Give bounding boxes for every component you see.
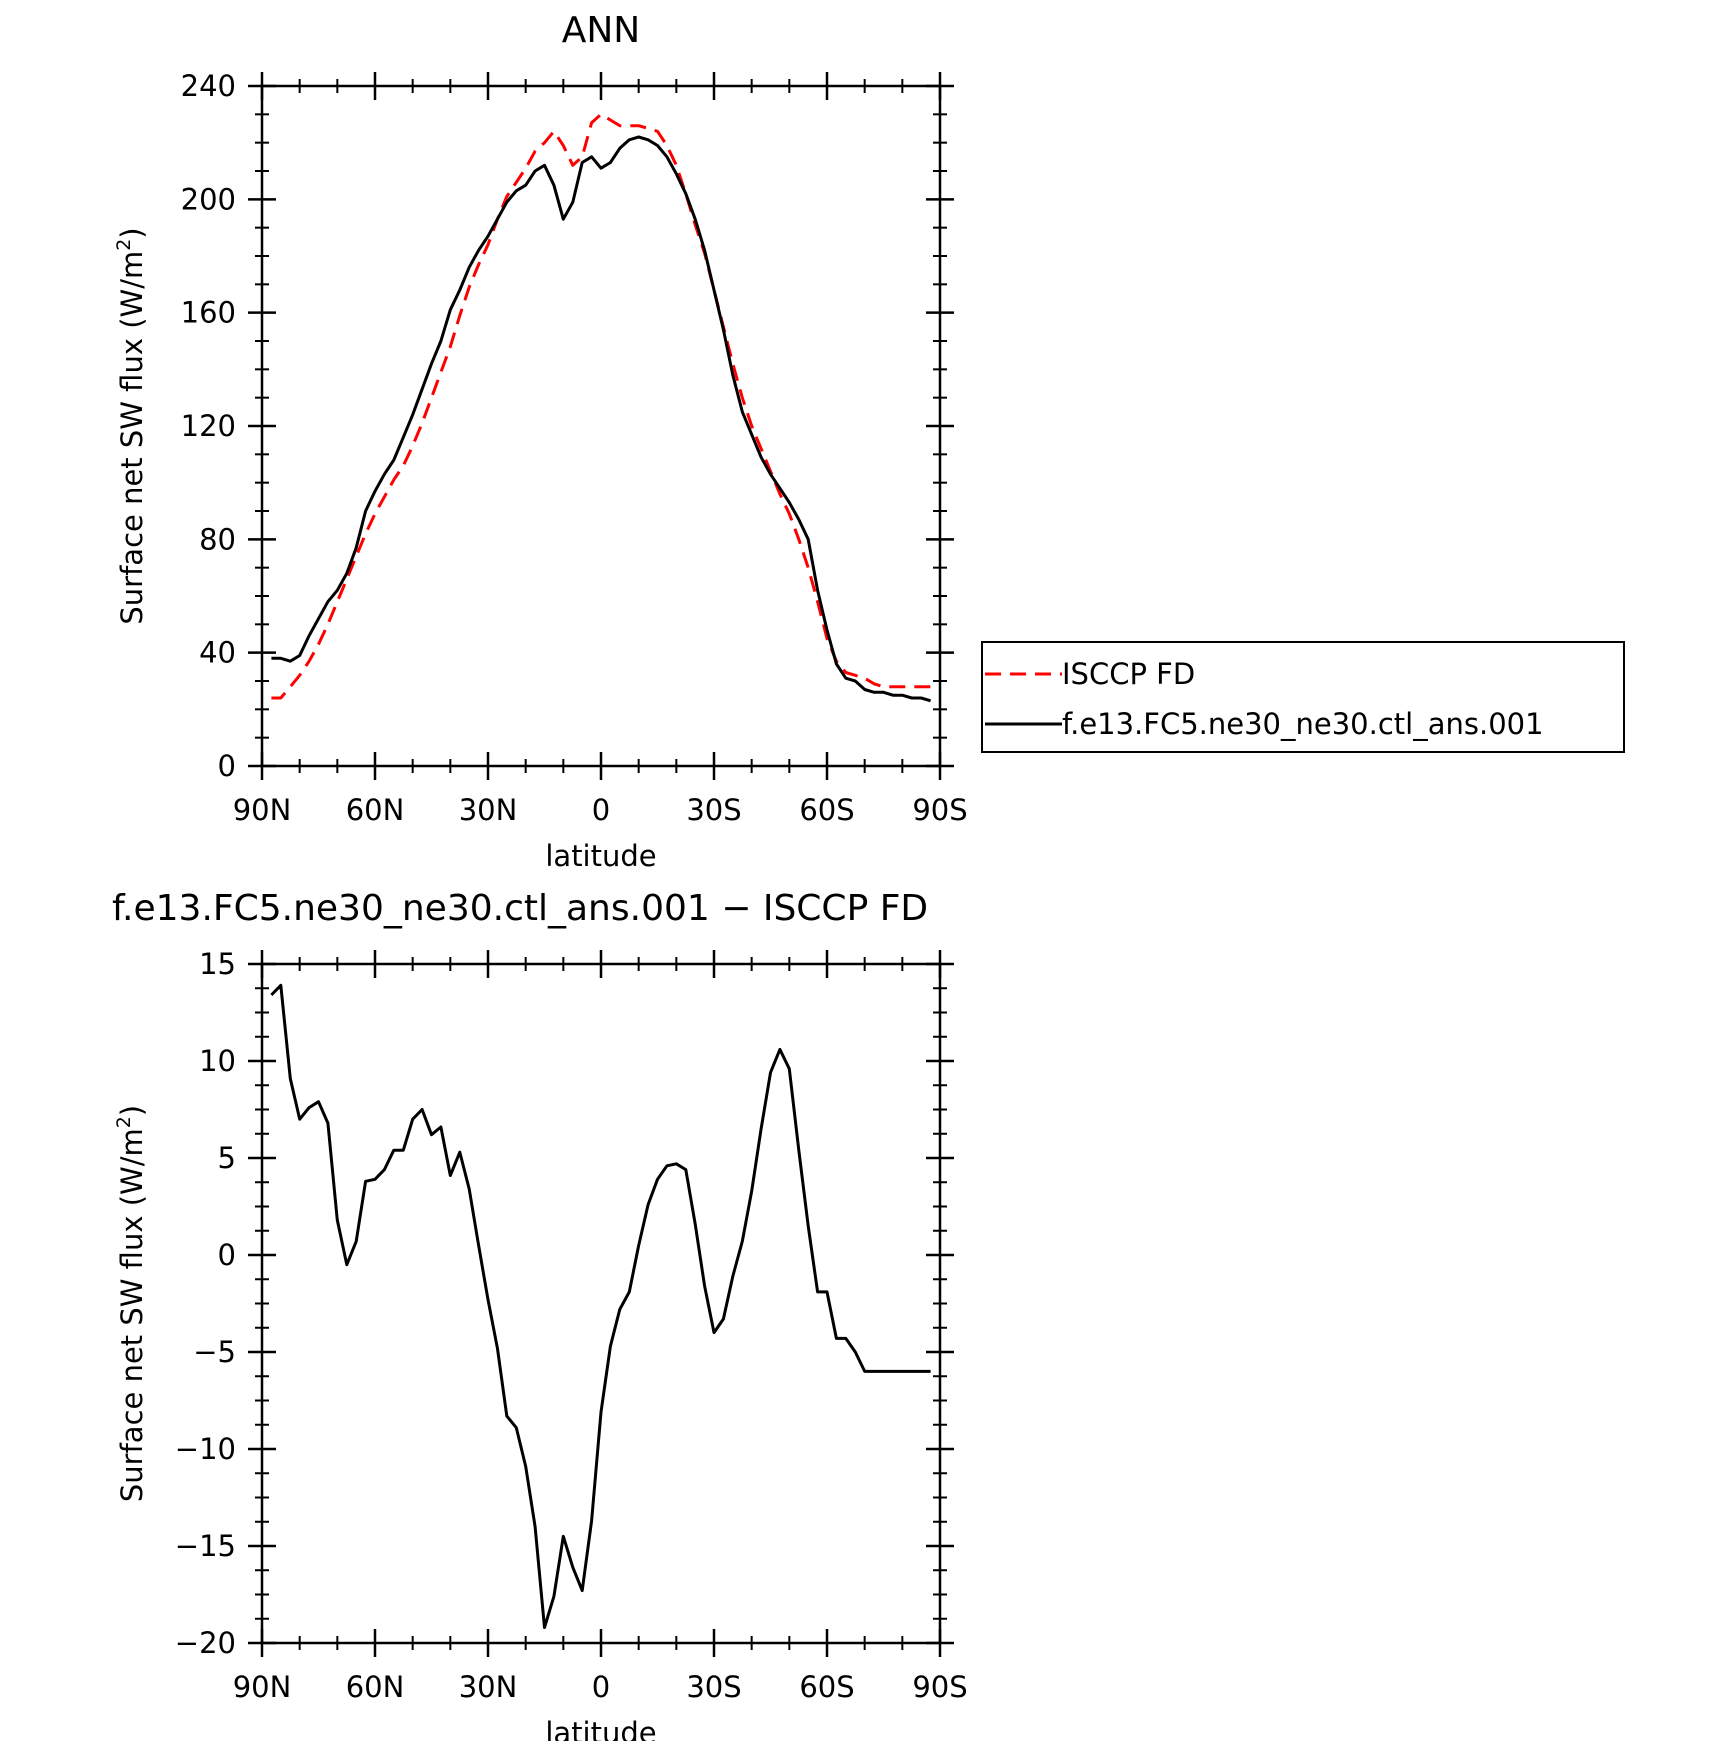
y-axis-label-superscript: 2 xyxy=(113,239,135,251)
series-line-1 xyxy=(271,135,932,703)
top-chart: 0 40 80 120 160 200 240 90N 60N 30N 0 30S 60S 90S ANN l… xyxy=(113,10,968,873)
x-tick-label: 90N xyxy=(233,1670,292,1704)
legend-label-1: f.e13.FC5.ne30_ne30.ctl_ans.001 xyxy=(1062,707,1544,741)
y-tick-label: −20 xyxy=(175,1626,236,1660)
x-tick-label: 60N xyxy=(346,793,405,827)
x-tick-label: 30N xyxy=(459,1670,518,1704)
y-axis-label: Surface net SW flux (W/m2) xyxy=(113,1105,149,1502)
y-tick-label: 0 xyxy=(218,749,236,783)
x-tick-label: 90S xyxy=(912,1670,967,1704)
y-tick-label: −15 xyxy=(175,1529,236,1563)
y-axis-label-main: Surface net SW flux (W/m xyxy=(115,251,149,625)
y-tick-label: 200 xyxy=(181,182,236,216)
chart-title: f.e13.FC5.ne30_ne30.ctl_ans.001 − ISCCP … xyxy=(112,888,928,929)
y-tick-label: 80 xyxy=(199,522,236,556)
y-tick-label: 160 xyxy=(181,296,236,330)
plot-frame xyxy=(260,962,942,1645)
series-line-0 xyxy=(271,112,931,700)
x-axis-label: latitude xyxy=(545,839,656,873)
x-tick-label: 0 xyxy=(592,793,610,827)
x-tick-label: 30N xyxy=(459,793,518,827)
x-tick-label: 60S xyxy=(799,793,854,827)
x-tick-label: 60N xyxy=(346,1670,405,1704)
y-tick-label: 120 xyxy=(181,409,236,443)
legend-label-0: ISCCP FD xyxy=(1062,657,1195,691)
y-tick-label: 40 xyxy=(199,636,236,670)
y-tick-label: 15 xyxy=(199,947,236,981)
y-axis-label-close: ) xyxy=(115,227,149,238)
y-tick-label: −5 xyxy=(193,1335,236,1369)
y-axis-label: Surface net SW flux (W/m2) xyxy=(113,227,149,624)
chart-title: ANN xyxy=(562,10,641,51)
y-tick-label: −10 xyxy=(175,1432,236,1466)
series-line-0 xyxy=(270,983,931,1629)
x-tick-label: 60S xyxy=(799,1670,854,1704)
y-tick-label: 0 xyxy=(218,1238,236,1272)
x-tick-label: 0 xyxy=(592,1670,610,1704)
y-axis-label-main: Surface net SW flux (W/m xyxy=(115,1128,149,1502)
y-axis-label-superscript: 2 xyxy=(113,1116,135,1128)
y-tick-label: 240 xyxy=(181,69,236,103)
x-tick-label: 90N xyxy=(233,793,292,827)
y-tick-label: 10 xyxy=(199,1044,236,1078)
y-tick-label: 5 xyxy=(218,1141,236,1175)
x-tick-label: 30S xyxy=(686,793,741,827)
plot-frame xyxy=(260,84,942,768)
x-tick-label: 30S xyxy=(686,1670,741,1704)
bottom-chart: −20 −15 −10 −5 0 5 10 15 90N 60N 30N 0 30S 60S 90S f.e1… xyxy=(112,888,968,1741)
x-axis-label: latitude xyxy=(545,1716,656,1741)
legend-box xyxy=(981,641,1625,753)
legend: ISCCP FD f.e13.FC5.ne30_ne30.ctl_ans.001 xyxy=(981,641,1625,753)
y-axis-label-close: ) xyxy=(115,1105,149,1116)
x-tick-label: 90S xyxy=(912,793,967,827)
